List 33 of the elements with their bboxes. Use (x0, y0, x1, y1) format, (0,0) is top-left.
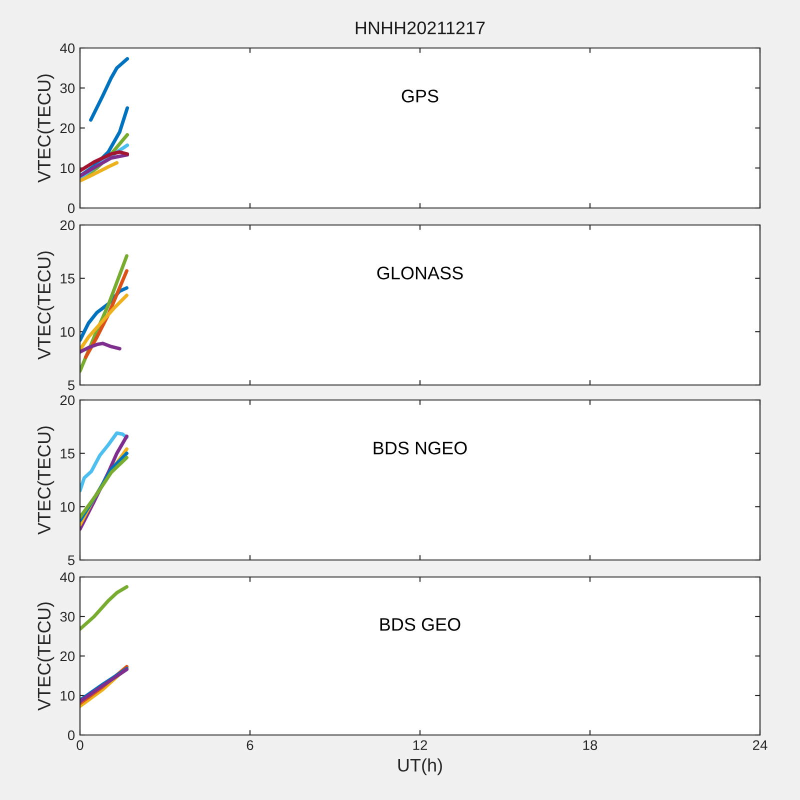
y-tick-label: 15 (60, 448, 75, 459)
y-tick-label: 20 (60, 651, 75, 662)
y-tick-label: 0 (68, 730, 75, 740)
annotation: BDS NGEO (374, 442, 467, 454)
y-tick-label: 0 (68, 203, 75, 214)
x-tick-label: 6 (246, 740, 254, 750)
x-tick-label: 18 (583, 740, 598, 750)
y-tick-label: 40 (60, 572, 75, 582)
y-tick-label: 5 (68, 555, 75, 566)
chart-title: HNHH20211217 (356, 22, 485, 34)
y-tick-label: 20 (60, 395, 75, 406)
y-tick-label: 10 (60, 163, 75, 174)
y-axis-title: VTEC(TECU) (37, 426, 54, 535)
y-tick-label: 30 (60, 612, 75, 622)
annotation: GPS (402, 90, 438, 102)
y-tick-label: 5 (68, 380, 75, 390)
y-tick-label: 40 (60, 43, 75, 54)
x-axis-title: UT(h) (398, 758, 442, 776)
y-axis-title: VTEC(TECU) (37, 251, 54, 360)
y-tick-label: 15 (60, 274, 75, 284)
y-tick-label: 10 (60, 690, 75, 701)
x-tick-label: 12 (413, 740, 428, 750)
y-tick-label: 30 (60, 83, 75, 94)
y-tick-label: 10 (60, 327, 75, 337)
annotation: BDS GEO (380, 618, 460, 631)
y-tick-label: 10 (60, 502, 75, 512)
y-tick-label: 20 (60, 123, 75, 134)
x-tick-label: 24 (752, 740, 768, 750)
y-axis-title: VTEC(TECU) (37, 74, 54, 183)
annotation: GLONASS (377, 266, 463, 280)
y-tick-label: 20 (60, 220, 75, 230)
x-tick-label: 0 (76, 740, 84, 750)
y-axis-title: VTEC(TECU) (37, 602, 54, 711)
